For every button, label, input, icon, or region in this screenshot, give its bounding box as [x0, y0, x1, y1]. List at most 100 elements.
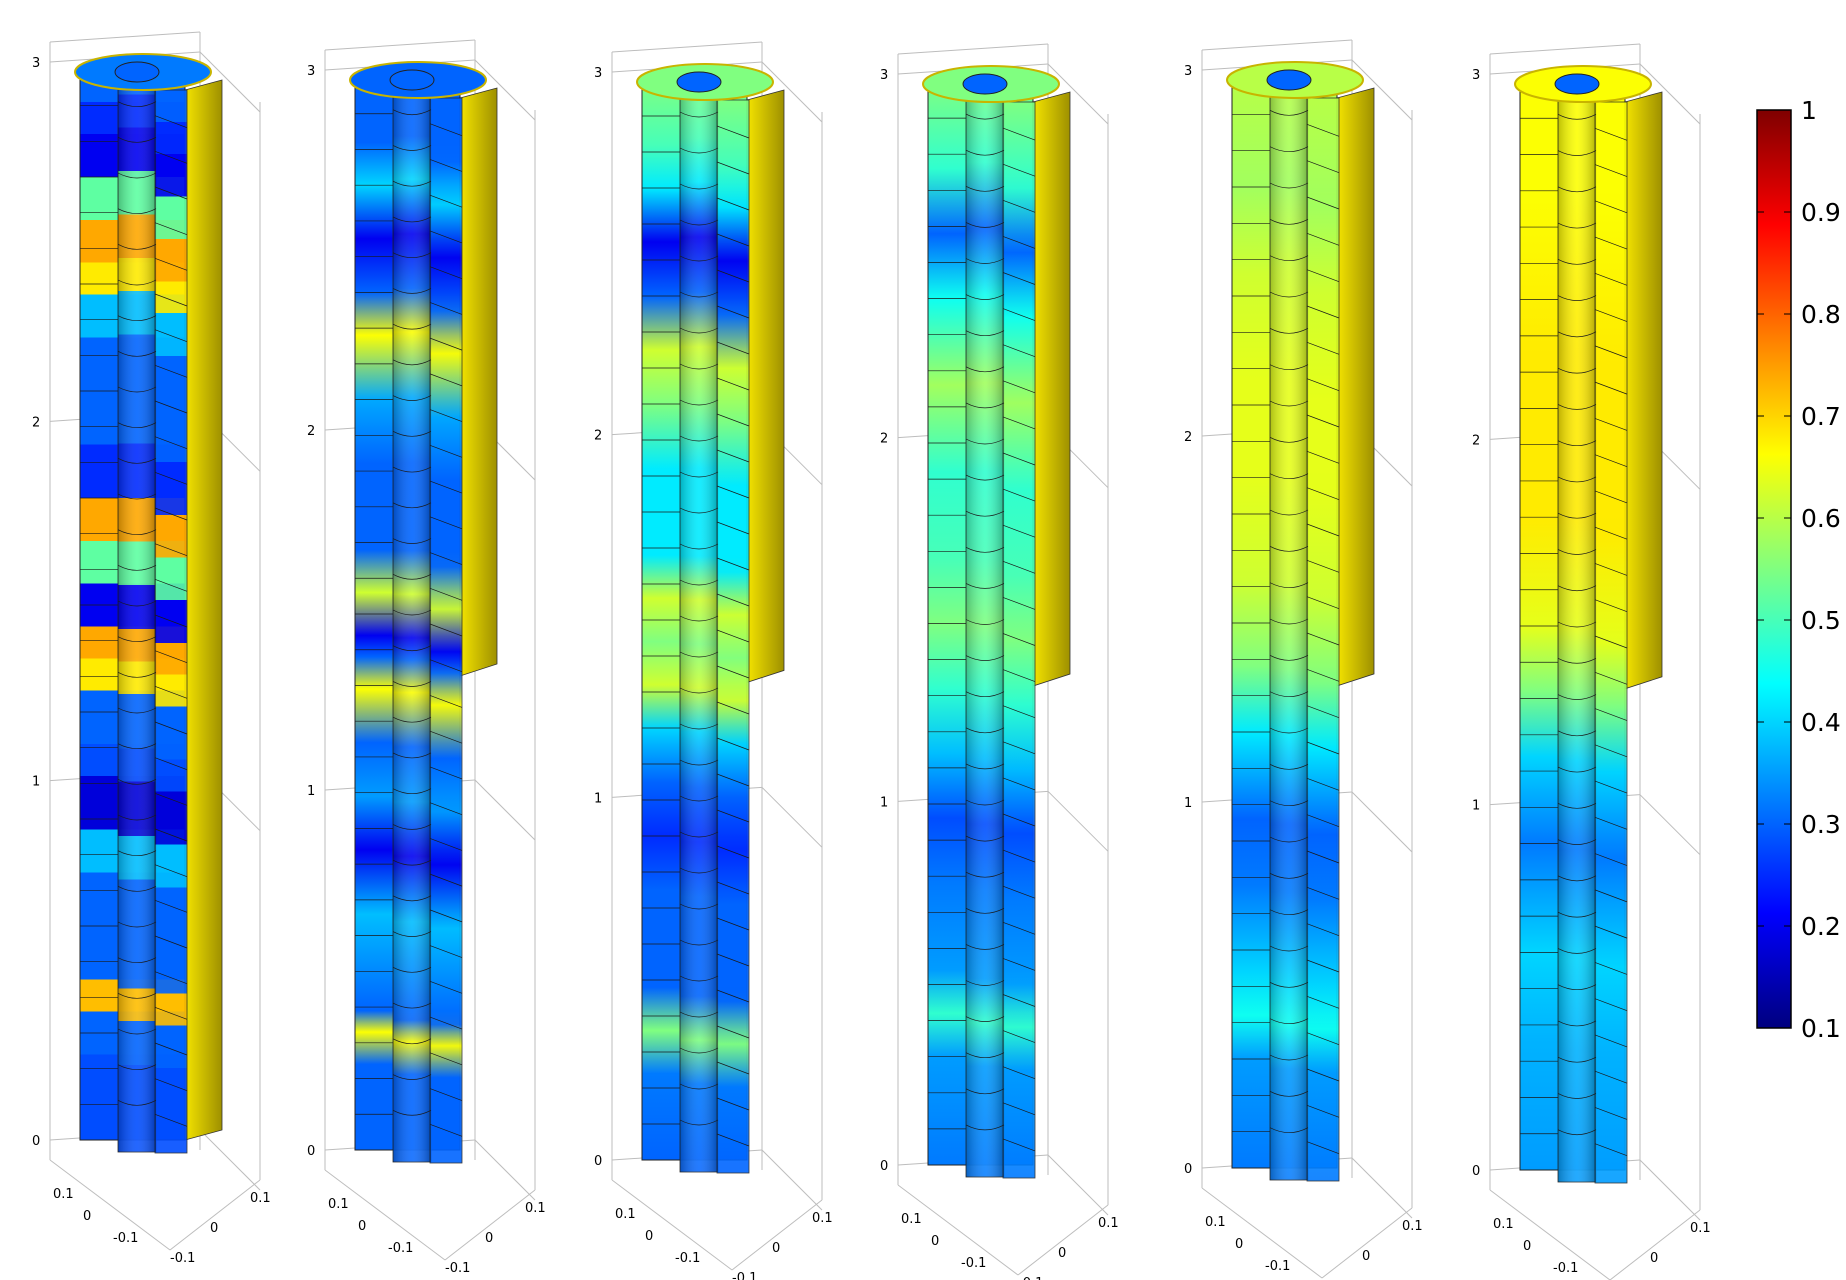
mesh-line [1594, 454, 1628, 467]
z-tick-label: 0 [1472, 1164, 1480, 1179]
mesh-arc [392, 752, 432, 759]
colorbar-tick-label: 0.8 [1801, 300, 1841, 329]
top-cap-rim [636, 63, 774, 101]
mesh-line [1306, 669, 1340, 682]
mesh-line [154, 757, 188, 770]
mesh-arc [1557, 367, 1597, 374]
axis-line [1017, 1204, 1109, 1276]
mesh-arc [965, 799, 1005, 806]
mesh-arc [392, 967, 432, 973]
mesh-line [1594, 345, 1628, 359]
mesh-arc [392, 359, 432, 366]
mesh-arc [965, 402, 1005, 409]
mesh-arc [1557, 404, 1597, 410]
mesh-line [1002, 813, 1036, 827]
mesh-line [1002, 741, 1036, 755]
mesh-arc [117, 386, 157, 393]
mesh-line [429, 480, 463, 494]
mesh-arc [679, 615, 719, 622]
panel-1: 0 1 2 3 0.1 0 -0.1 -0.1 0 0.1 [32, 31, 271, 1266]
mesh-line [1002, 669, 1036, 682]
mesh-line [1306, 523, 1340, 537]
y-tick-label: 0.1 [250, 1191, 271, 1206]
mesh-line [154, 329, 188, 342]
axis-grid-line [1639, 1159, 1701, 1221]
mesh-arc [1269, 618, 1309, 625]
mesh-line [716, 737, 750, 751]
mesh-line [429, 266, 463, 279]
mesh-line [1306, 632, 1340, 646]
mesh-line [716, 197, 750, 211]
mesh-arc [1269, 945, 1309, 952]
mesh-arc [1269, 364, 1309, 371]
mesh-line [1306, 814, 1340, 827]
colorbar-tick-label: 0.4 [1801, 708, 1841, 737]
mesh-arc [1557, 730, 1597, 737]
axis-grid-line [1639, 794, 1701, 856]
axis-grid-line [1351, 59, 1413, 121]
mesh-line [716, 701, 750, 715]
z-tick-label: 3 [594, 66, 602, 81]
mesh-line [154, 1078, 188, 1091]
outer-shell [746, 89, 785, 683]
colorbar-tick-label: 0.9 [1801, 198, 1841, 227]
mesh-line [1002, 272, 1036, 285]
mesh-line [716, 1097, 750, 1111]
mesh-arc [679, 579, 719, 586]
y-tick-label: 0 [1362, 1249, 1370, 1264]
mesh-line [1306, 596, 1340, 609]
mesh-line [1306, 887, 1340, 900]
mesh-arc [679, 759, 719, 766]
mesh-arc [965, 835, 1005, 842]
mesh-arc [1269, 982, 1309, 988]
mesh-line [1594, 273, 1628, 286]
axis-grid-line [761, 61, 823, 123]
axis-grid-line [1639, 63, 1701, 125]
panel-3: 0 1 2 3 0.1 0 -0.1 -0.1 0 0.1 [594, 41, 833, 1280]
mesh-line [1002, 524, 1036, 538]
mesh-line [1594, 817, 1628, 830]
mesh-line [1002, 705, 1036, 719]
mesh-line [1002, 633, 1036, 646]
mesh-arc [392, 1074, 432, 1080]
mesh-arc [117, 743, 157, 750]
cylinder-shading [966, 74, 1004, 1177]
mesh-arc [117, 458, 157, 464]
x-tick-label: -0.1 [1265, 1259, 1290, 1274]
mesh-line [429, 337, 463, 351]
mesh-line [716, 269, 750, 283]
mesh-arc [1557, 694, 1597, 700]
mesh-line [1306, 233, 1340, 246]
y-tick-label: 0.1 [812, 1211, 833, 1226]
axis-line [1201, 39, 1353, 51]
z-tick-label: 2 [32, 415, 40, 430]
mesh-arc [1269, 437, 1309, 443]
z-tick-label: 3 [32, 56, 40, 71]
mesh-arc [679, 1047, 719, 1054]
cut-face-right [716, 99, 750, 1174]
mesh-line [1594, 309, 1628, 322]
top-cap-rim [74, 53, 212, 91]
mesh-line [1306, 778, 1340, 791]
mesh-line [1306, 160, 1340, 173]
x-tick-label: -0.1 [388, 1241, 413, 1256]
mesh-line [1594, 962, 1628, 975]
x-tick-label: 0 [358, 1219, 366, 1234]
mesh-arc [679, 795, 719, 802]
axis-line [611, 41, 763, 53]
mesh-line [716, 377, 750, 391]
z-tick-label: 2 [880, 432, 888, 447]
mesh-line [716, 341, 750, 355]
mesh-arc [1269, 110, 1309, 116]
colorbar: 1 0.9 0.8 0.7 0.6 0.5 0.4 0.3 0.2 0.1 [1756, 96, 1841, 1043]
mesh-line [429, 230, 463, 244]
mesh-line [1002, 199, 1036, 213]
mesh-line [716, 665, 750, 679]
mesh-arc [117, 422, 157, 429]
mesh-arc [1269, 219, 1309, 225]
axis-line [897, 1184, 1019, 1276]
mesh-line [154, 507, 188, 521]
mesh-line [154, 151, 188, 164]
mesh-arc [965, 1052, 1005, 1059]
